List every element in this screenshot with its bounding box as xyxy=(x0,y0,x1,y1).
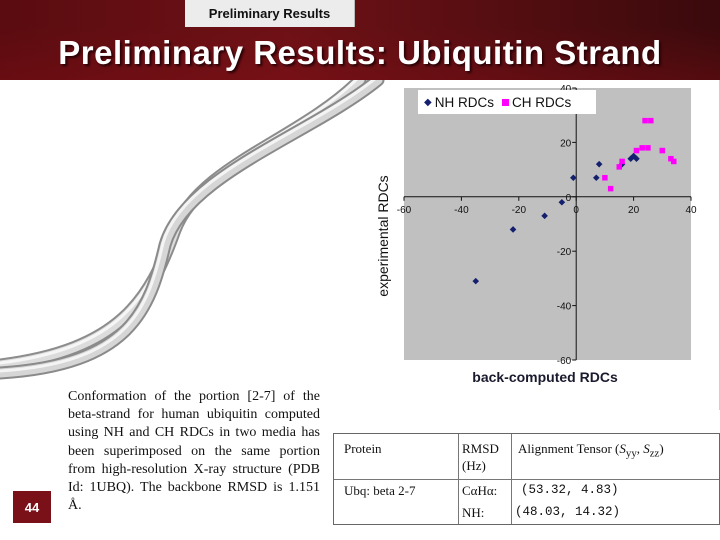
rdc-results-table: Protein RMSD (Hz) Alignment Tensor (Syy,… xyxy=(333,433,720,525)
nh-data-point xyxy=(558,198,566,206)
ch-data-point xyxy=(602,175,608,181)
nh-data-point xyxy=(541,212,548,220)
ch-data-point xyxy=(645,145,651,151)
ch-data-point xyxy=(671,158,677,165)
ch-data-point xyxy=(616,164,622,170)
section-tab[interactable]: Preliminary Results xyxy=(185,0,355,27)
y-tick-label: -40 xyxy=(557,302,572,313)
nh-data-point xyxy=(570,174,577,182)
y-axis-label: experimental RDCs xyxy=(375,175,391,297)
row-nh-value: (48.03, 14.32) xyxy=(515,505,621,519)
ch-data-point xyxy=(633,147,640,154)
ch-data-point xyxy=(639,145,645,151)
chart-legend: ◆ NH RDCs CH RDCs xyxy=(418,90,596,114)
header-protein: Protein xyxy=(344,441,382,456)
ch-data-point xyxy=(659,147,666,154)
y-tick-label: -60 xyxy=(557,356,572,367)
header-alignment-tensor-text: Alignment Tensor (Syy, Szz) xyxy=(518,441,664,460)
strand-tube-b xyxy=(0,80,385,380)
x-tick-label: -60 xyxy=(397,205,412,216)
x-tick-label: 40 xyxy=(685,205,697,216)
figure-caption: Conformation of the portion [2-7] of the… xyxy=(68,389,320,514)
row-nh-label: NH: xyxy=(462,505,485,520)
table-divider xyxy=(334,479,719,480)
y-tick-label: 20 xyxy=(560,138,572,149)
x-tick-label: -40 xyxy=(454,205,469,216)
y-tick-label: -20 xyxy=(557,247,572,258)
header-rmsd: RMSD (Hz) xyxy=(462,441,499,473)
slide-title: Preliminary Results: Ubiquitin Strand xyxy=(58,34,662,71)
rdc-scatter-chart: -60 -40 -20 0 20 40 -60 -40 -20 0 20 40 xyxy=(397,84,697,367)
legend-label-nh: NH RDCs xyxy=(434,94,494,110)
x-tick-label: 20 xyxy=(628,205,640,216)
row-ch-value: (53.32, 4.83) xyxy=(521,483,619,497)
ch-data-point xyxy=(668,155,674,162)
y-tick-label: 0 xyxy=(566,193,572,204)
nh-data-point xyxy=(592,174,600,182)
ch-data-point xyxy=(607,185,614,192)
legend-label-ch: CH RDCs xyxy=(511,94,572,110)
row-protein: Ubq: beta 2-7 xyxy=(344,483,416,498)
header-alignment-tensor: Alignment Tensor (Syy, Szz) xyxy=(518,440,718,463)
nh-data-point xyxy=(633,155,640,163)
ch-data-point xyxy=(619,158,625,165)
x-axis-label: back-computed RDCs xyxy=(472,369,618,385)
x-tick-label: -20 xyxy=(512,205,527,216)
nh-data-point xyxy=(595,160,603,168)
legend-item-nh: ◆ NH RDCs xyxy=(424,95,494,110)
slide-number-badge: 44 xyxy=(13,491,51,523)
nh-data-point xyxy=(509,226,517,233)
nh-data-point xyxy=(627,155,635,163)
ch-data-point xyxy=(648,117,654,124)
header-band: Preliminary Results xyxy=(0,0,720,80)
y-tick-label: 40 xyxy=(560,84,572,95)
legend-item-ch: CH RDCs xyxy=(501,94,572,110)
plot-area xyxy=(404,88,691,360)
x-tick-label: 0 xyxy=(573,205,579,216)
ubiquitin-strand-image xyxy=(0,80,385,380)
square-marker-icon xyxy=(501,98,509,106)
row-ch-label: CαHα: xyxy=(462,483,498,498)
nh-data-point xyxy=(472,277,480,285)
diamond-marker-icon: ◆ xyxy=(424,96,432,108)
ch-data-point xyxy=(642,117,648,124)
